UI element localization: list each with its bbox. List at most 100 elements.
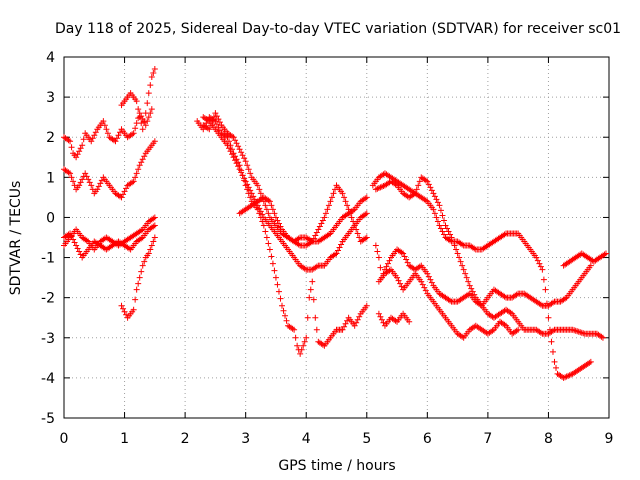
y-tick-label: 4 [46, 50, 55, 66]
data-point [442, 222, 449, 229]
data-point [318, 220, 325, 227]
data-point [266, 246, 273, 253]
data-point [235, 159, 242, 166]
data-point [262, 202, 269, 209]
data-point [254, 206, 261, 213]
data-point [97, 180, 104, 187]
data-point [386, 257, 393, 264]
data-point [236, 162, 243, 169]
data-point [247, 194, 254, 201]
data-point [356, 313, 363, 320]
data-point [242, 158, 249, 165]
data-point [213, 113, 220, 120]
data-point [271, 210, 278, 217]
data-point [433, 214, 440, 221]
series-trace-o [375, 310, 413, 329]
data-point [232, 153, 239, 160]
data-point [151, 138, 158, 145]
x-tick-label: 0 [60, 431, 69, 447]
data-point [117, 129, 124, 136]
data-point [145, 250, 152, 257]
data-point [383, 263, 390, 270]
data-point [95, 183, 102, 190]
data-point [250, 193, 257, 200]
data-point [130, 130, 137, 137]
data-point [275, 220, 282, 227]
data-point [74, 245, 81, 252]
data-point [139, 126, 146, 133]
data-point [73, 154, 80, 161]
data-point [120, 305, 127, 312]
data-point [147, 82, 154, 89]
data-point [247, 187, 254, 194]
data-point [416, 178, 423, 185]
data-point [602, 250, 609, 257]
data-point [212, 110, 219, 117]
data-point [76, 148, 83, 155]
data-point [230, 150, 237, 157]
data-point [70, 178, 77, 185]
data-point [133, 98, 140, 105]
data-point [303, 334, 310, 341]
data-point [148, 242, 155, 249]
chart-title: Day 118 of 2025, Sidereal Day-to-day VTE… [55, 21, 621, 37]
data-point [100, 118, 107, 125]
data-point [132, 125, 139, 132]
data-point [239, 152, 246, 159]
data-point [204, 117, 211, 124]
data-point [430, 190, 437, 197]
data-point [350, 218, 357, 225]
data-point [322, 210, 329, 217]
data-point [133, 286, 140, 293]
data-point [121, 188, 128, 195]
data-point [437, 207, 444, 214]
y-tick-label: -5 [41, 411, 55, 427]
y-tick-label: -3 [41, 331, 55, 347]
data-point [378, 316, 385, 323]
series-trace-p [560, 250, 609, 269]
x-tick-label: 7 [483, 431, 492, 447]
data-point [436, 202, 443, 209]
data-point [139, 156, 146, 163]
data-point [466, 282, 473, 289]
data-point [136, 114, 143, 121]
data-point [401, 253, 408, 260]
data-point [549, 348, 556, 355]
data-point [83, 173, 90, 180]
data-point [138, 268, 145, 275]
data-point [447, 231, 454, 238]
data-point [310, 296, 317, 303]
data-point [307, 286, 314, 293]
data-series [61, 66, 609, 381]
data-point [245, 166, 252, 173]
data-point [298, 346, 305, 353]
data-point [144, 100, 151, 107]
data-point [76, 248, 83, 255]
x-tick-label: 3 [241, 431, 250, 447]
data-point [363, 234, 370, 241]
series-trace-f [118, 66, 158, 133]
data-point [463, 274, 470, 281]
data-point [460, 266, 467, 273]
data-point [342, 320, 349, 327]
data-point [68, 174, 75, 181]
x-tick-label: 1 [120, 431, 129, 447]
data-point [145, 114, 152, 121]
series-trace-j [236, 194, 370, 249]
x-tick-label: 8 [544, 431, 553, 447]
data-point [216, 127, 223, 134]
data-point [269, 260, 276, 267]
data-point [539, 266, 546, 273]
x-tick-label: 4 [302, 431, 311, 447]
data-point [67, 170, 74, 177]
data-point [348, 214, 355, 221]
data-point [448, 234, 455, 241]
data-point [227, 142, 234, 149]
data-point [280, 307, 287, 314]
data-point [406, 318, 413, 325]
series-trace-e [118, 234, 158, 321]
data-point [445, 228, 452, 235]
data-point [333, 250, 340, 257]
data-point [118, 194, 125, 201]
data-point [439, 228, 446, 235]
